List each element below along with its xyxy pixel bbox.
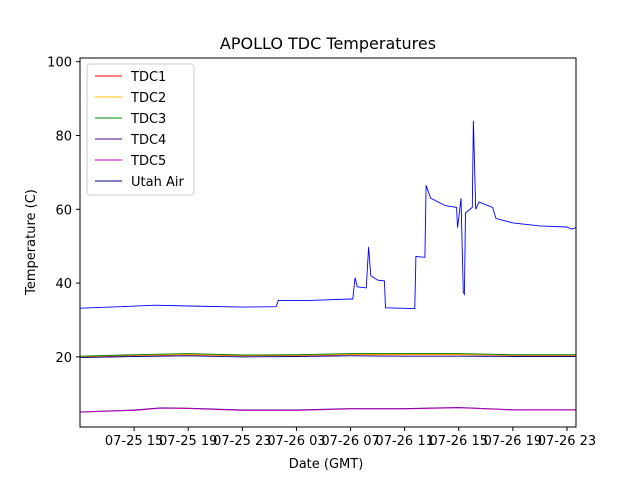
legend-label: TDC3 [130,112,166,127]
series-line-utah-air [79,355,576,359]
x-tick-label: 07-26 11 [375,434,433,449]
plot-frame [79,57,577,428]
series-line-unlabeled-6 [79,120,577,310]
x-tick-label: 07-26 03 [267,434,325,449]
x-axis-label: Date (GMT) [289,457,364,472]
y-tick-label: 40 [55,277,72,292]
y-tick-label: 60 [55,203,72,218]
y-tick-label: 20 [55,351,72,366]
x-tick-label: 07-25 15 [105,434,163,449]
legend-label: TDC4 [130,133,166,148]
legend: TDC1 TDC2 TDC3 TDC4 TDC5 Utah Air [86,63,195,196]
x-tick-label: 07-25 23 [213,434,271,449]
legend-label: TDC1 [130,70,166,85]
x-tick-label: 07-26 07 [321,434,379,449]
y-tick-label: 100 [47,56,72,71]
legend-label: TDC5 [130,154,166,169]
y-axis: 20 40 60 80 100 [47,56,80,366]
chart-title: APOLLO TDC Temperatures [220,34,436,53]
series-line-tdc5 [79,407,576,413]
y-axis-label: Temperature (C) [24,189,39,296]
x-tick-label: 07-25 19 [159,434,217,449]
series-layer [79,120,577,413]
legend-label: TDC2 [130,91,166,106]
x-tick-label: 07-26 23 [538,434,596,449]
y-tick-label: 80 [55,129,72,144]
legend-label: Utah Air [131,175,184,190]
x-tick-label: 07-26 15 [430,434,488,449]
series-line-tdc3 [79,353,576,357]
series-line-tdc2 [79,353,576,357]
x-tick-label: 07-26 19 [484,434,542,449]
